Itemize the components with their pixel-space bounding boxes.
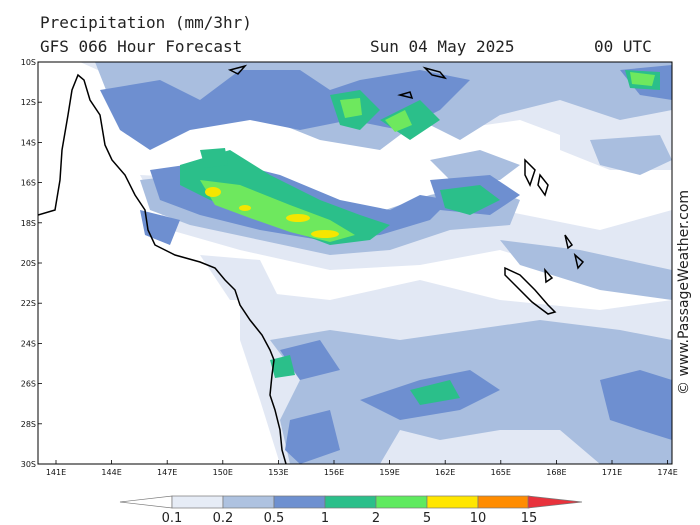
lat-label: 28S	[21, 420, 36, 429]
lon-label: 156E	[324, 468, 344, 477]
coastline	[38, 64, 585, 464]
lon-label: 144E	[101, 468, 121, 477]
lon-label: 141E	[46, 468, 66, 477]
lon-label: 150E	[213, 468, 233, 477]
legend-swatch	[222, 495, 275, 509]
legend-label: 0.1	[162, 511, 183, 525]
longitude-labels: 141E 144E 147E 150E 153E 156E 159E 162E 165E 168E…	[46, 460, 678, 477]
lat-label: 12S	[21, 98, 36, 107]
legend-swatch	[477, 495, 530, 509]
lat-label: 20S	[21, 259, 36, 268]
lat-label: 14S	[21, 138, 36, 147]
legend-label: 2	[372, 511, 380, 525]
legend-label: 10	[470, 511, 487, 525]
precip-yellow	[205, 187, 339, 238]
map-title: Precipitation (mm/3hr)	[40, 13, 252, 32]
lon-label: 147E	[157, 468, 177, 477]
legend-swatch	[273, 495, 326, 509]
lon-label: 168E	[546, 468, 566, 477]
color-legend: 0.1 0.2 0.5 1 2 5 10 15	[119, 495, 583, 525]
lon-label: 174E	[657, 468, 677, 477]
precip-field	[38, 62, 672, 464]
legend-max-arrow	[527, 495, 583, 509]
legend-swatch	[375, 495, 428, 509]
site-credit: © www.PassageWeather.com	[676, 189, 692, 395]
forecast-model: GFS 066 Hour Forecast	[40, 37, 243, 56]
legend-label: 15	[521, 511, 538, 525]
legend-swatch	[324, 495, 377, 509]
forecast-time: 00 UTC	[594, 37, 652, 56]
lat-label: 30S	[21, 460, 36, 469]
legend-label: 0.2	[213, 511, 234, 525]
lon-label: 165E	[491, 468, 511, 477]
lat-label: 22S	[21, 299, 36, 308]
lon-label: 159E	[379, 468, 399, 477]
precip-green	[200, 72, 655, 242]
legend-min-arrow	[119, 495, 173, 509]
legend-label: 5	[423, 511, 431, 525]
lon-label: 171E	[602, 468, 622, 477]
legend-swatch	[171, 495, 224, 509]
lon-label: 162E	[435, 468, 455, 477]
lat-label: 16S	[21, 179, 36, 188]
legend-swatch	[426, 495, 479, 509]
legend-label: 0.5	[264, 511, 285, 525]
lat-label: 24S	[21, 339, 36, 348]
legend-label: 1	[321, 511, 329, 525]
lat-label: 26S	[21, 380, 36, 389]
forecast-date: Sun 04 May 2025	[370, 37, 515, 56]
lat-label: 10S	[21, 58, 36, 67]
lat-label: 18S	[21, 219, 36, 228]
latitude-labels: 10S 12S 14S 16S 18S 20S 22S 24S 26S 28S 30S	[21, 58, 42, 469]
lon-label: 153E	[268, 468, 288, 477]
